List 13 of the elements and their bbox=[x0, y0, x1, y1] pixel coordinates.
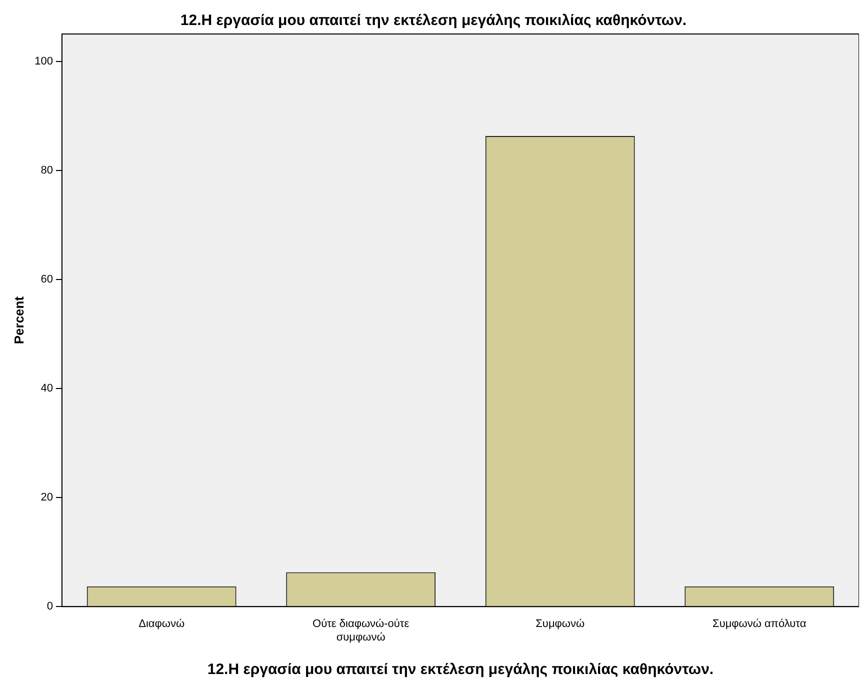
y-axis-title: Percent bbox=[11, 296, 26, 344]
y-tick-label: 60 bbox=[40, 273, 53, 286]
chart-title: 12.Η εργασία μου απαιτεί την εκτέλεση μεγάλης ποικιλίας καθηκόντων. bbox=[180, 12, 687, 30]
x-tick-label: Συμφωνώ απόλυτα bbox=[712, 618, 807, 630]
y-tick-label: 80 bbox=[40, 164, 53, 176]
y-tick-label: 0 bbox=[46, 600, 53, 613]
x-tick-label: Συμφωνώ bbox=[536, 618, 585, 630]
y-tick-label: 100 bbox=[34, 55, 53, 68]
x-tick-label: Ούτε διαφωνώ-ούτε συμφωνώ bbox=[312, 618, 410, 644]
x-tick-label: Διαφωνώ bbox=[138, 618, 185, 630]
x-axis-title: 12.Η εργασία μου απαιτεί την εκτέλεση μεγάλης ποικιλίας καθηκόντων. bbox=[207, 661, 714, 678]
y-tick-label: 20 bbox=[40, 492, 53, 504]
y-tick-label: 40 bbox=[40, 382, 53, 394]
